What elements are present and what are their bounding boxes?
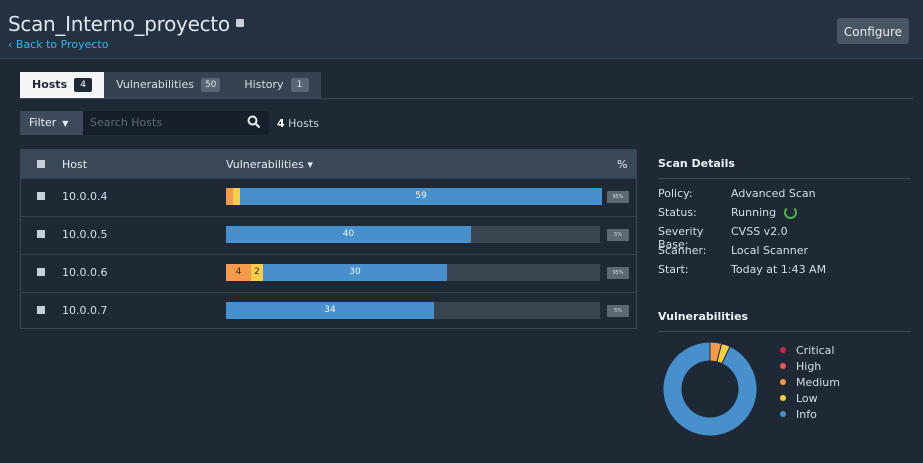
tab-hosts[interactable]: Hosts 4 — [20, 72, 105, 98]
row-checkbox[interactable] — [37, 230, 45, 238]
configure-button[interactable]: Configure — [837, 18, 909, 44]
detail-value: CVSS v2.0 — [731, 225, 788, 238]
vulnerability-bar[interactable]: 40 — [226, 226, 600, 243]
legend-dot — [780, 411, 786, 417]
detail-label: Scanner: — [658, 244, 707, 257]
column-vulnerabilities[interactable]: Vulnerabilities ▾ — [226, 158, 313, 171]
tab-history-count: 1 — [290, 78, 309, 92]
bar-segment-medium[interactable] — [226, 188, 233, 205]
search-icon[interactable] — [247, 115, 261, 129]
legend-item-low[interactable]: Low — [778, 390, 840, 406]
caret-down-icon: ▼ — [62, 119, 69, 128]
bar-segment-info[interactable]: 40 — [226, 226, 471, 243]
detail-value: Local Scanner — [731, 244, 809, 257]
legend-dot — [780, 379, 786, 385]
detail-value: Today at 1:43 AM — [731, 263, 827, 276]
legend-dot — [780, 347, 786, 353]
scan-title-text: Scan_Interno_proyecto — [8, 12, 230, 36]
page-title: Scan_Interno_proyecto — [8, 12, 244, 36]
legend-item-critical[interactable]: Critical — [778, 342, 840, 358]
bar-segment-info[interactable]: 59 — [240, 188, 602, 205]
tab-history-label: History — [244, 78, 284, 91]
vulnerabilities-panel-divider — [658, 331, 911, 332]
row-checkbox[interactable] — [37, 268, 45, 276]
scan-details-divider — [658, 178, 911, 179]
host-count: 4 Hosts — [277, 117, 319, 130]
legend-dot — [780, 395, 786, 401]
filter-dropdown[interactable]: Filter ▼ — [20, 111, 83, 135]
tab-vulnerabilities[interactable]: Vulnerabilities 50 — [104, 72, 233, 98]
table-row[interactable]: 10.0.0.5 40 5% — [21, 216, 636, 254]
detail-policy: Policy: Advanced Scan — [658, 187, 826, 206]
row-checkbox[interactable] — [37, 306, 45, 314]
page-header: Scan_Interno_proyecto ‹ Back to Proyecto… — [0, 0, 923, 59]
host-ip[interactable]: 10.0.0.6 — [62, 266, 108, 279]
vulnerabilities-legend: Critical High Medium Low Info — [778, 342, 840, 422]
vulnerability-bar[interactable]: 4 2 30 — [226, 264, 600, 281]
bar-segment-low[interactable]: 2 — [251, 264, 263, 281]
column-percent[interactable]: % — [617, 158, 628, 171]
legend-item-info[interactable]: Info — [778, 406, 840, 422]
tab-vulnerabilities-label: Vulnerabilities — [116, 78, 194, 91]
donut-slice-info[interactable] — [662, 341, 758, 437]
bar-segment-info[interactable]: 30 — [263, 264, 447, 281]
detail-severity-base: Severity Base: CVSS v2.0 — [658, 225, 826, 251]
table-header: Host Vulnerabilities ▾ % — [21, 150, 636, 178]
hosts-table: Host Vulnerabilities ▾ % 10.0.0.4 59 95% 10… — [20, 149, 637, 329]
legend-item-high[interactable]: High — [778, 358, 840, 374]
host-ip[interactable]: 10.0.0.4 — [62, 190, 108, 203]
vulnerability-bar[interactable]: 34 — [226, 302, 600, 319]
percent-badge: 95% — [607, 191, 629, 203]
detail-label: Status: — [658, 206, 697, 219]
legend-label: Info — [796, 407, 817, 421]
legend-label: High — [796, 359, 822, 373]
detail-value: Advanced Scan — [731, 187, 816, 200]
square-icon[interactable] — [235, 19, 244, 27]
detail-start: Start: Today at 1:43 AM — [658, 263, 826, 282]
host-ip[interactable]: 10.0.0.5 — [62, 228, 108, 241]
detail-status: Status: Running — [658, 206, 826, 225]
bar-segment-low[interactable] — [233, 188, 240, 205]
row-checkbox[interactable] — [37, 192, 45, 200]
detail-label: Start: — [658, 263, 689, 276]
filter-label: Filter — [29, 116, 57, 129]
running-spinner-icon — [784, 206, 798, 219]
detail-label: Policy: — [658, 187, 693, 200]
legend-label: Medium — [796, 375, 840, 389]
percent-badge: 5% — [607, 305, 629, 317]
scan-details-title: Scan Details — [658, 157, 735, 170]
tab-history[interactable]: History 1 — [232, 72, 321, 98]
host-count-number: 4 — [277, 117, 285, 130]
legend-item-medium[interactable]: Medium — [778, 374, 840, 390]
detail-value: Running — [731, 206, 777, 219]
host-ip[interactable]: 10.0.0.7 — [62, 304, 108, 317]
percent-badge: 5% — [607, 229, 629, 241]
tab-hosts-count: 4 — [74, 78, 93, 92]
search-input[interactable]: Search Hosts — [83, 111, 269, 135]
back-link[interactable]: ‹ Back to Proyecto — [8, 38, 109, 51]
search-placeholder: Search Hosts — [90, 116, 163, 129]
bar-segment-medium[interactable]: 4 — [226, 264, 251, 281]
vulnerability-bar[interactable]: 59 — [226, 188, 602, 205]
host-count-suffix: Hosts — [288, 117, 319, 130]
select-all-checkbox[interactable] — [37, 160, 45, 168]
scan-details: Policy: Advanced Scan Status: Running Seve… — [658, 187, 826, 282]
vulnerabilities-donut-chart[interactable] — [661, 340, 759, 438]
legend-label: Critical — [796, 343, 835, 357]
table-row[interactable]: 10.0.0.7 34 5% — [21, 292, 636, 330]
tab-bar: Hosts 4 Vulnerabilities 50 History 1 — [20, 72, 321, 98]
bar-segment-info[interactable]: 34 — [226, 302, 434, 319]
tab-divider — [20, 98, 913, 99]
tab-vulnerabilities-count: 50 — [200, 78, 221, 92]
detail-label: Severity Base: — [658, 225, 704, 251]
vulnerabilities-panel-title: Vulnerabilities — [658, 310, 749, 323]
table-row[interactable]: 10.0.0.6 4 2 30 95% — [21, 254, 636, 292]
column-host[interactable]: Host — [62, 158, 88, 171]
legend-label: Low — [796, 391, 818, 405]
table-row[interactable]: 10.0.0.4 59 95% — [21, 178, 636, 216]
legend-dot — [780, 363, 786, 369]
detail-scanner: Scanner: Local Scanner — [658, 244, 826, 263]
percent-badge: 95% — [607, 267, 629, 279]
tab-hosts-label: Hosts — [32, 78, 68, 91]
